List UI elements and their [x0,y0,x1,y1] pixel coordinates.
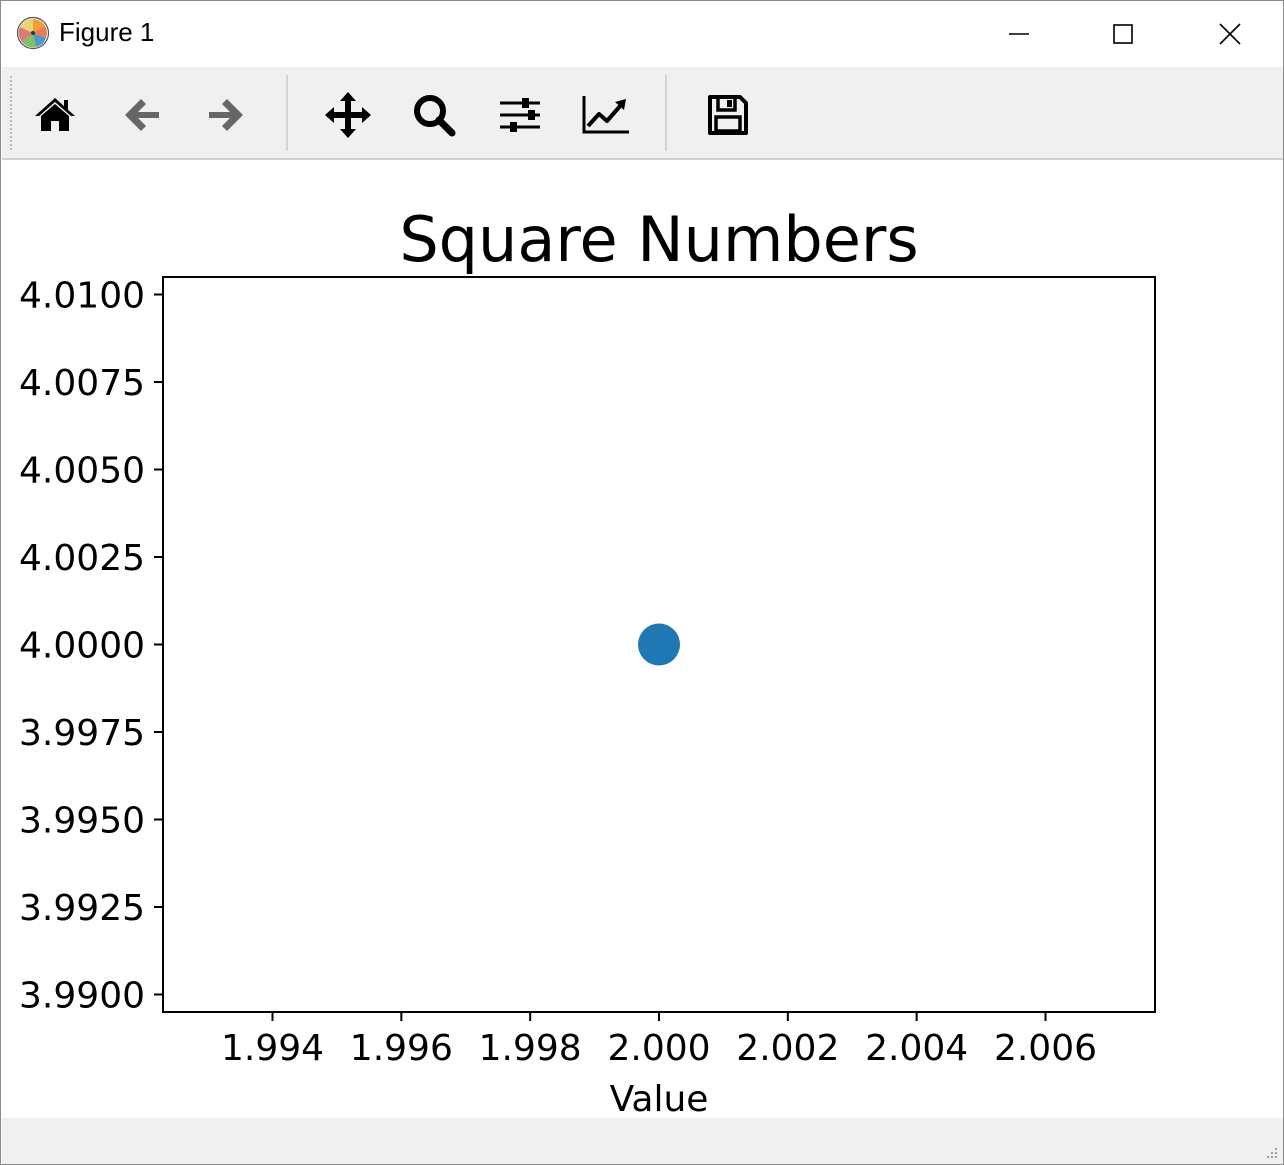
x-tick-label: 1.996 [350,1028,453,1069]
y-tick-label: 3.9950 [19,801,145,842]
x-tick-label: 2.002 [736,1028,839,1069]
y-tick-label: 4.0000 [19,626,145,667]
y-tick-label: 3.9975 [19,713,145,754]
minimize-button[interactable] [967,1,1071,67]
save-button[interactable] [698,85,758,145]
y-tick-label: 4.0050 [19,451,145,492]
back-button[interactable] [112,85,172,145]
home-button[interactable] [25,85,85,145]
window-title: Figure 1 [59,17,155,47]
x-tick-label: 1.998 [479,1028,582,1069]
close-icon [1219,23,1241,45]
y-tick-label: 4.0075 [19,363,145,404]
move-icon [325,92,371,138]
line-chart-icon [582,96,629,134]
y-tick-label: 3.9925 [19,888,145,929]
resize-grip-icon[interactable] [1261,1142,1279,1160]
toolbar-grip[interactable] [9,75,13,151]
x-axis-label: Value [610,1079,709,1118]
matplotlib-logo-icon [16,16,50,50]
magnifier-icon [414,95,456,137]
x-tick-label: 2.006 [994,1028,1097,1069]
sliders-icon [500,98,540,132]
forward-button[interactable] [196,85,256,145]
maximize-icon [1113,24,1133,44]
configure-subplots-button[interactable] [490,85,550,145]
home-icon [35,98,75,131]
x-tick-label: 2.004 [865,1028,968,1069]
x-tick-label: 2.000 [607,1028,710,1069]
y-tick-label: 4.0025 [19,538,145,579]
arrow-right-icon [209,99,243,131]
toolbar-separator [665,75,667,151]
arrow-left-icon [125,99,159,131]
scatter-chart[interactable]: Square Numbers 1.994 1.996 1.998 2.000 2.002 2… [2,162,1283,1118]
x-tick-label: 1.994 [221,1028,324,1069]
zoom-button[interactable] [404,85,464,145]
data-point [638,623,680,666]
status-bar [2,1118,1283,1164]
maximize-button[interactable] [1071,1,1175,67]
pan-button[interactable] [318,85,378,145]
toolbar-separator [286,75,288,151]
edit-axes-button[interactable] [576,85,636,145]
floppy-disk-icon [708,95,748,135]
navigation-toolbar [2,67,1283,160]
minimize-icon [1009,33,1029,35]
chart-title: Square Numbers [399,203,918,276]
close-button[interactable] [1178,1,1282,67]
figure-canvas[interactable]: Square Numbers 1.994 1.996 1.998 2.000 2.002 2… [2,162,1283,1118]
title-bar[interactable]: Figure 1 [1,1,1283,67]
y-tick-label: 3.9900 [19,976,145,1017]
y-tick-label: 4.0100 [19,276,145,317]
